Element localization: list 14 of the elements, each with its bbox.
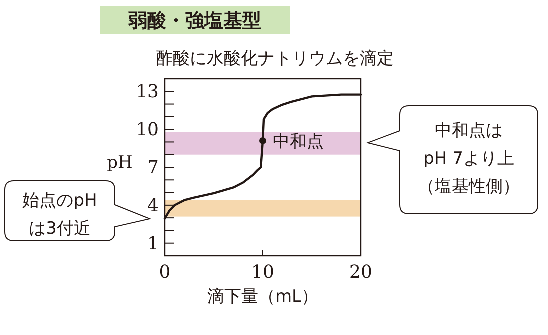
y-axis-title: pH (107, 153, 133, 173)
chart-title: 弱酸・強塩基型 (128, 10, 262, 32)
chart-subtitle: 酢酸に水酸化ナトリウムを滴定 (156, 49, 394, 69)
x-tick-label: 0 (159, 262, 171, 283)
y-tick-label: 13 (136, 82, 159, 103)
x-tick-label: 10 (252, 262, 274, 283)
y-tick-label: 1 (148, 233, 159, 254)
y-tick-label: 4 (148, 195, 159, 216)
y-tick-label: 7 (148, 158, 159, 178)
callout: 中和点は pH 7より上 （塩基性側） (368, 106, 538, 214)
y-tick-label: 10 (136, 120, 159, 141)
annotation: 中和点 (273, 132, 324, 152)
x-tick-label: 20 (350, 262, 372, 283)
x-axis-title: 滴下量（mL） (207, 287, 319, 307)
